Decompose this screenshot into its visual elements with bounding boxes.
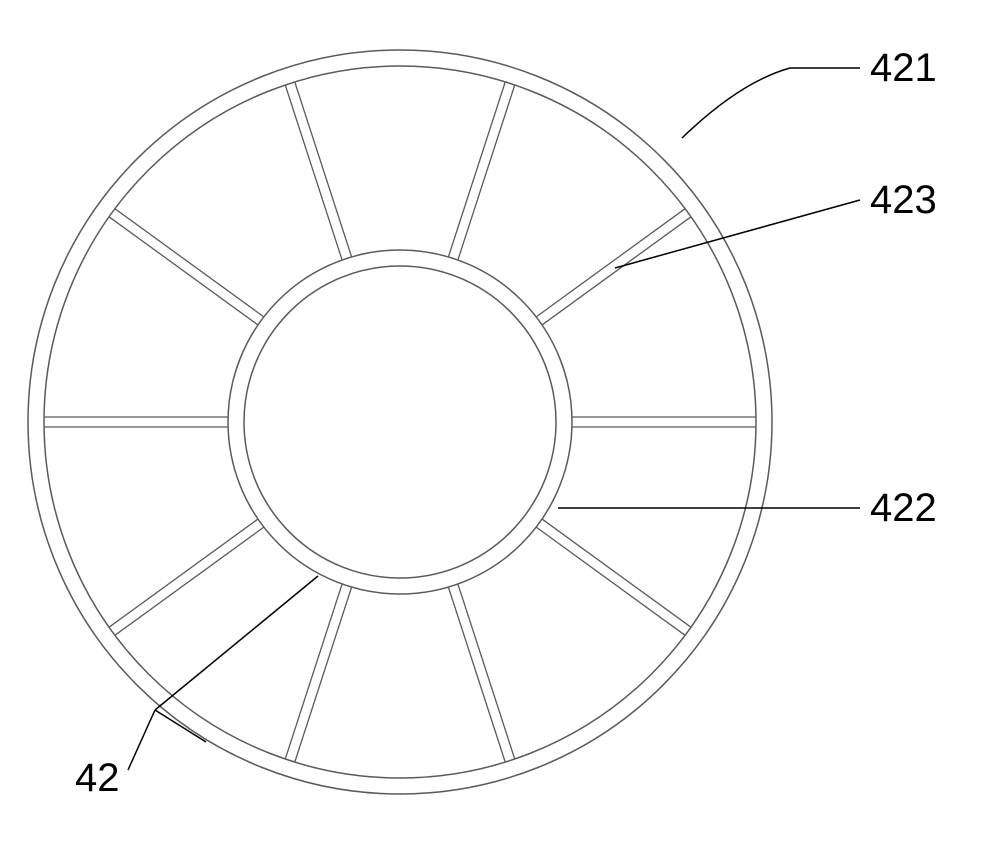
label-421: 421 [870,48,937,88]
label-422: 422 [870,488,937,528]
diagram-svg [0,0,1000,864]
label-42: 42 [75,758,120,798]
diagram-stage: 421 423 422 42 [0,0,1000,864]
label-423: 423 [870,180,937,220]
